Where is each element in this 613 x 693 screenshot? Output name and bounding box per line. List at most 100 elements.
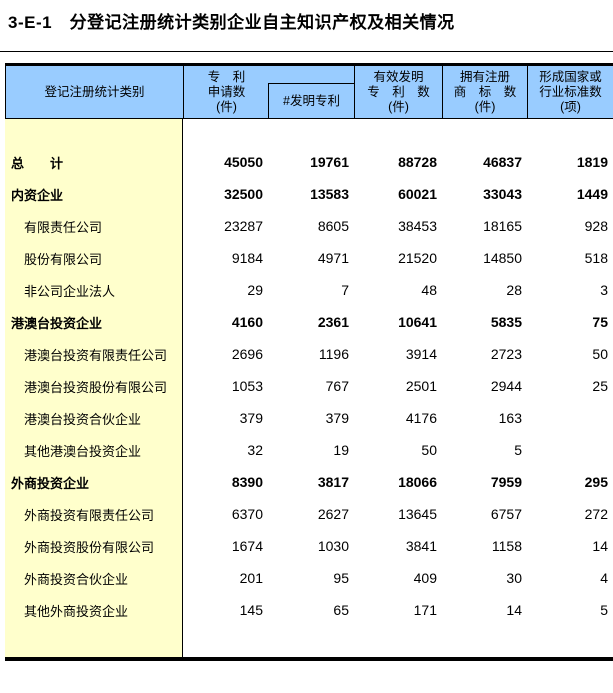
cell-valid-invention-patents: 48 (421, 282, 437, 298)
cell-standards: 4 (600, 570, 608, 586)
category-column-filler (5, 626, 183, 657)
row-label: 外商投资合伙企业 (5, 562, 183, 594)
cell-patent-applications: 29 (247, 282, 263, 298)
cell-valid-invention-patents: 171 (413, 602, 437, 618)
cell-patent-applications: 23287 (224, 218, 263, 234)
cell-registered-trademarks: 18165 (483, 218, 522, 234)
row-label: 港澳台投资股份有限公司 (5, 370, 183, 402)
cell-registered-trademarks: 14 (506, 602, 522, 618)
cell-patent-applications: 1674 (231, 538, 263, 554)
cell-invention-patents: 19 (333, 442, 349, 458)
cell-valid-invention-patents: 2501 (405, 378, 437, 394)
row-label: 非公司企业法人 (5, 274, 183, 306)
cell-standards: 5 (600, 602, 608, 618)
cell-registered-trademarks: 163 (498, 410, 522, 426)
cell-invention-patents: 1030 (317, 538, 349, 554)
cell-standards: 272 (584, 506, 608, 522)
table-header-row: 登记注册统计类别 专 利 申请数 (件) #发明专利 有效发明 专 利 数 (件… (5, 63, 613, 119)
cell-invention-patents: 19761 (310, 154, 349, 170)
cell-standards: 928 (584, 218, 608, 234)
row-label: 港澳台投资企业 (5, 306, 183, 338)
cell-registered-trademarks: 30 (506, 570, 522, 586)
title-bar: 3-E-1 分登记注册统计类别企业自主知识产权及相关情况 (0, 0, 613, 52)
table-row-total: 总 计 45050 19761 88728 46837 1819 (5, 146, 613, 178)
cell-valid-invention-patents: 3914 (405, 346, 437, 362)
cell-standards: 14 (592, 538, 608, 554)
cell-standards: 1449 (576, 186, 608, 202)
table-row: 有限责任公司 23287 8605 38453 18165 928 (5, 210, 613, 242)
header-category: 登记注册统计类别 (6, 66, 184, 118)
page-title: 3-E-1 分登记注册统计类别企业自主知识产权及相关情况 (8, 13, 455, 32)
statistics-table: 登记注册统计类别 专 利 申请数 (件) #发明专利 有效发明 专 利 数 (件… (5, 63, 613, 661)
cell-valid-invention-patents: 88728 (398, 154, 437, 170)
cell-patent-applications: 45050 (224, 154, 263, 170)
table-row: 其他港澳台投资企业 32 19 50 5 (5, 434, 613, 466)
row-label: 外商投资股份有限公司 (5, 530, 183, 562)
cell-standards: 518 (584, 250, 608, 266)
cell-invention-patents: 65 (333, 602, 349, 618)
cell-invention-patents: 767 (325, 378, 349, 394)
cell-valid-invention-patents: 38453 (398, 218, 437, 234)
row-label: 港澳台投资有限责任公司 (5, 338, 183, 370)
cell-invention-patents: 2361 (317, 314, 349, 330)
cell-patent-applications: 32500 (224, 186, 263, 202)
table-row: 其他外商投资企业 145 65 171 14 5 (5, 594, 613, 626)
cell-valid-invention-patents: 50 (421, 442, 437, 458)
cell-invention-patents: 379 (325, 410, 349, 426)
cell-patent-applications: 2696 (231, 346, 263, 362)
cell-invention-patents: 3817 (317, 474, 349, 490)
table-row: 外商投资有限责任公司 6370 2627 13645 6757 272 (5, 498, 613, 530)
header-patent-group: 专 利 申请数 (件) #发明专利 (184, 66, 355, 118)
cell-patent-applications: 4160 (231, 314, 263, 330)
cell-registered-trademarks: 5 (514, 442, 522, 458)
cell-standards: 1819 (576, 154, 608, 170)
table-row: 股份有限公司 9184 4971 21520 14850 518 (5, 242, 613, 274)
cell-patent-applications: 8390 (231, 474, 263, 490)
cell-valid-invention-patents: 18066 (398, 474, 437, 490)
row-label: 外商投资有限责任公司 (5, 498, 183, 530)
cell-patent-applications: 379 (239, 410, 263, 426)
cell-registered-trademarks: 1158 (491, 538, 522, 554)
cell-invention-patents: 95 (333, 570, 349, 586)
row-label: 有限责任公司 (5, 210, 183, 242)
cell-standards: 50 (592, 346, 608, 362)
table-row-hmt: 港澳台投资企业 4160 2361 10641 5835 75 (5, 306, 613, 338)
cell-invention-patents: 4971 (317, 250, 349, 266)
cell-patent-applications: 6370 (231, 506, 263, 522)
cell-patent-applications: 1053 (231, 378, 263, 394)
table-row: 非公司企业法人 29 7 48 28 3 (5, 274, 613, 306)
row-label: 其他港澳台投资企业 (5, 434, 183, 466)
row-label: 其他外商投资企业 (5, 594, 183, 626)
cell-valid-invention-patents: 60021 (398, 186, 437, 202)
cell-invention-patents: 8605 (317, 218, 349, 234)
cell-valid-invention-patents: 3841 (405, 538, 437, 554)
row-label: 内资企业 (5, 178, 183, 210)
table-row: 港澳台投资合伙企业 379 379 4176 163 (5, 402, 613, 434)
row-label: 股份有限公司 (5, 242, 183, 274)
cell-patent-applications: 145 (239, 602, 263, 618)
row-label: 总 计 (5, 146, 183, 178)
cell-registered-trademarks: 6757 (490, 506, 522, 522)
table-body: 总 计 45050 19761 88728 46837 1819 内资企业 32… (5, 119, 613, 657)
table-row-foreign: 外商投资企业 8390 3817 18066 7959 295 (5, 466, 613, 498)
row-label: 外商投资企业 (5, 466, 183, 498)
cell-invention-patents: 1196 (318, 346, 349, 362)
cell-registered-trademarks: 28 (506, 282, 522, 298)
category-column-spacer (5, 119, 183, 146)
cell-registered-trademarks: 33043 (483, 186, 522, 202)
table-row: 港澳台投资股份有限公司 1053 767 2501 2944 25 (5, 370, 613, 402)
cell-invention-patents: 2627 (317, 506, 349, 522)
cell-registered-trademarks: 5835 (490, 314, 522, 330)
spacer-row (5, 119, 613, 146)
cell-valid-invention-patents: 13645 (398, 506, 437, 522)
cell-invention-patents: 7 (341, 282, 349, 298)
cell-patent-applications: 201 (239, 570, 263, 586)
table-row-domestic: 内资企业 32500 13583 60021 33043 1449 (5, 178, 613, 210)
header-registered-trademarks: 拥有注册 商 标 数 (件) (443, 66, 528, 118)
table-row: 外商投资合伙企业 201 95 409 30 4 (5, 562, 613, 594)
cell-patent-applications: 32 (247, 442, 263, 458)
cell-registered-trademarks: 7959 (490, 474, 522, 490)
cell-registered-trademarks: 14850 (483, 250, 522, 266)
cell-standards: 25 (592, 378, 608, 394)
cell-standards: 295 (584, 474, 608, 490)
